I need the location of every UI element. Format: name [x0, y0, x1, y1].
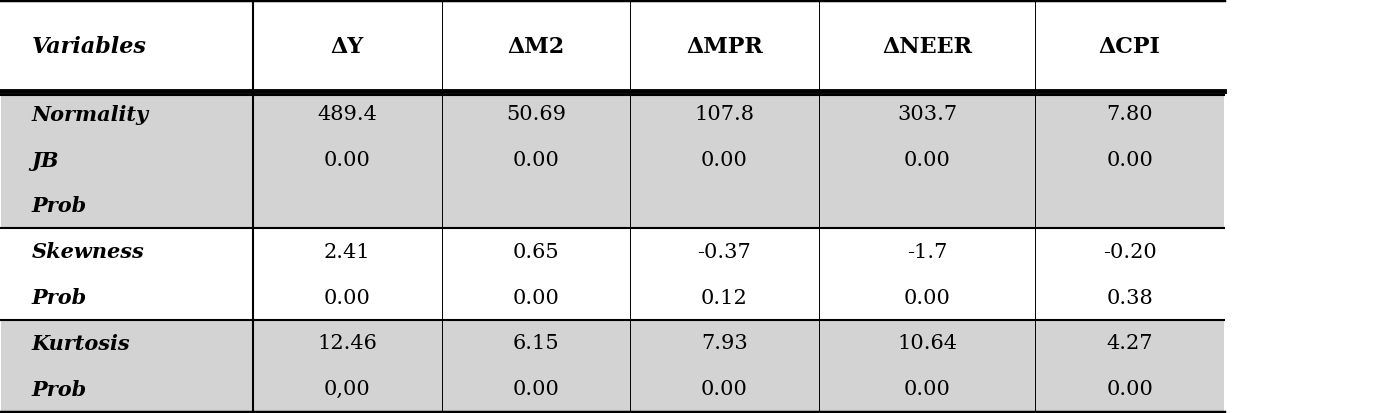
Text: 0.00: 0.00 [512, 288, 559, 307]
Bar [1, 138, 1224, 183]
Text: 12.46: 12.46 [318, 334, 377, 353]
Bar [1, 92, 1224, 138]
Text: 0.00: 0.00 [903, 288, 951, 307]
Text: ΔMPR: ΔMPR [686, 36, 763, 57]
Text: Prob: Prob [32, 287, 87, 307]
Text: 2.41: 2.41 [323, 242, 371, 261]
Text: 0.00: 0.00 [701, 151, 748, 170]
Text: -0.20: -0.20 [1103, 242, 1156, 261]
Text: JB: JB [32, 150, 59, 170]
Text: Normality: Normality [32, 104, 148, 124]
Text: -1.7: -1.7 [907, 242, 948, 261]
Text: 7.80: 7.80 [1106, 105, 1154, 124]
Text: Prob: Prob [32, 196, 87, 216]
Text: 4.27: 4.27 [1106, 334, 1152, 353]
Text: 0.00: 0.00 [903, 151, 951, 170]
Text: 107.8: 107.8 [694, 105, 755, 124]
Bar [1, 275, 1224, 320]
Text: 0.00: 0.00 [1106, 151, 1154, 170]
Text: ΔNEER: ΔNEER [882, 36, 972, 57]
Bar [1, 1, 1224, 92]
Text: 0.00: 0.00 [903, 379, 951, 398]
Text: 303.7: 303.7 [897, 105, 958, 124]
Text: 489.4: 489.4 [318, 105, 377, 124]
Text: 0.12: 0.12 [701, 288, 748, 307]
Text: 0.00: 0.00 [512, 379, 559, 398]
Text: 50.69: 50.69 [505, 105, 566, 124]
Text: 0.65: 0.65 [512, 242, 559, 261]
Text: 0,00: 0,00 [323, 379, 371, 398]
Text: 0.00: 0.00 [701, 379, 748, 398]
Bar [1, 366, 1224, 412]
Text: 0.00: 0.00 [323, 151, 371, 170]
Text: ΔCPI: ΔCPI [1099, 36, 1161, 57]
Bar [1, 229, 1224, 275]
Bar [1, 320, 1224, 366]
Text: -0.37: -0.37 [697, 242, 752, 261]
Text: 0.00: 0.00 [512, 151, 559, 170]
Text: 0.38: 0.38 [1106, 288, 1154, 307]
Text: 6.15: 6.15 [512, 334, 559, 353]
Text: Prob: Prob [32, 379, 87, 399]
Text: 0.00: 0.00 [1106, 379, 1154, 398]
Bar [1, 183, 1224, 229]
Text: Kurtosis: Kurtosis [32, 333, 130, 353]
Text: 0.00: 0.00 [323, 288, 371, 307]
Text: Variables: Variables [32, 36, 147, 57]
Text: ΔY: ΔY [330, 36, 364, 57]
Text: ΔM2: ΔM2 [507, 36, 564, 57]
Text: Skewness: Skewness [32, 242, 144, 261]
Text: 10.64: 10.64 [897, 334, 958, 353]
Text: 7.93: 7.93 [701, 334, 748, 353]
